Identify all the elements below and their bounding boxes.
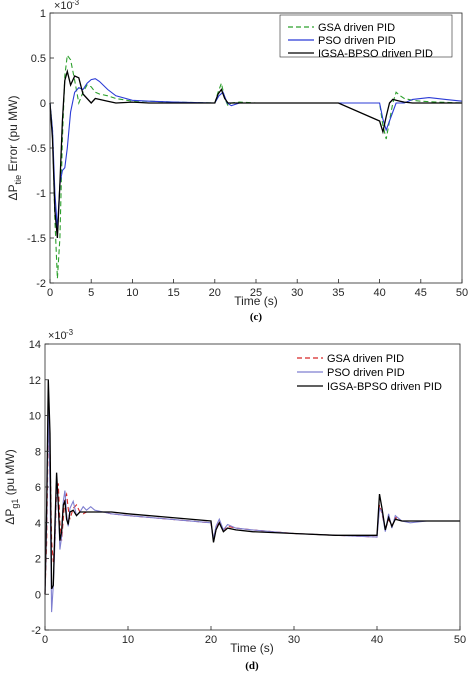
- chart-c-xtick-label-3: 15: [167, 287, 179, 299]
- chart-d-exponent-base: ×10: [48, 330, 67, 342]
- chart-d-xlabel: Time (s): [230, 641, 274, 655]
- chart-c-background: [50, 13, 462, 283]
- chart-c-xtick-label-9: 45: [415, 287, 427, 299]
- chart-d-ytick-label-5: 8: [35, 446, 41, 458]
- chart-c-xtick-label-5: 25: [250, 287, 262, 299]
- chart-d-xtick-label-4: 40: [371, 634, 383, 646]
- chart-d-xtick-label-5: 50: [454, 634, 466, 646]
- chart-c-legend-box: [279, 14, 453, 58]
- chart-c-ytick-label-0: -2: [36, 278, 46, 290]
- chart-c-ylabel-suffix: Error (pu MW): [6, 96, 20, 175]
- chart-c-xtick-label-4: 20: [209, 287, 221, 299]
- chart-c-xtick-label-1: 5: [88, 287, 94, 299]
- chart-d-ytick-label-6: 10: [29, 411, 41, 423]
- chart-c-ytick-label-2: -1: [36, 188, 46, 200]
- chart-d-series-group: [44, 379, 460, 613]
- chart-d-ytick-label-1: 0: [35, 589, 41, 601]
- chart-d-legend-label-1: PSO driven PID: [327, 367, 405, 379]
- chart-c-xtick-label-2: 10: [126, 287, 138, 299]
- chart-d-xtick-label-2: 20: [205, 634, 217, 646]
- chart-d-ylabel-suffix: (pu MW): [3, 449, 17, 498]
- chart-c-xtick-label-7: 35: [332, 287, 344, 299]
- chart-d-ytick-label-4: 6: [35, 482, 41, 494]
- chart-d-caption: (d): [245, 660, 259, 672]
- chart-d-ytick-label-0: -2: [31, 625, 41, 637]
- chart-d-series-line-2: [44, 379, 460, 595]
- chart-c-xtick-label-8: 40: [373, 287, 385, 299]
- chart-c-ytick-label-6: 1: [40, 8, 46, 20]
- chart-c-series-line-2: [49, 68, 462, 239]
- chart-d-xtick-label-0: 0: [42, 634, 48, 646]
- chart-c-legend-label-0: GSA driven PID: [318, 22, 395, 34]
- chart-d-ylabel-prefix: ΔP: [3, 509, 17, 525]
- chart-c-series-line-1: [49, 78, 463, 230]
- chart-c-exponent-base: ×10: [54, 0, 73, 12]
- chart-c-legend-label-1: PSO driven PID: [318, 35, 396, 47]
- chart-c-ytick-label-5: 0.5: [31, 53, 46, 65]
- chart-d-ytick-label-7: 12: [29, 375, 41, 387]
- chart-c-xtick-label-0: 0: [47, 287, 53, 299]
- chart-d-legend-label-2: IGSA-BPSO driven PID: [327, 381, 442, 393]
- chart-c-exponent-power: -3: [72, 0, 80, 7]
- chart-d-ytick-label-3: 4: [35, 518, 41, 530]
- chart-c-ytick-label-3: -0.5: [27, 143, 46, 155]
- chart-c-ytick-label-4: 0: [40, 98, 46, 110]
- chart-d-legend-label-0: GSA driven PID: [327, 353, 404, 365]
- chart-c-ylabel-sub: tie: [13, 175, 23, 185]
- chart-d-legend: GSA driven PID PSO driven PID IGSA-BPSO dr…: [289, 345, 442, 393]
- chart-c: 0 5 10 15 20 25 30 35 40 45 50 -2 -1.5 -1 -0.5 0 0.5 1 ×1…: [6, 0, 468, 323]
- chart-c-ticks: 0 5 10 15 20 25 30 35 40 45 50 -2 -1.5 -1 -0.5 0 0.5 1: [27, 8, 468, 299]
- chart-c-ylabel: ΔPtie Error (pu MW): [6, 96, 23, 201]
- chart-c-xlabel: Time (s): [234, 294, 278, 308]
- chart-d-xtick-label-1: 10: [122, 634, 134, 646]
- chart-c-caption: (c): [250, 311, 263, 323]
- chart-c-legend-label-2: IGSA-BPSO driven PID: [318, 48, 433, 60]
- chart-d-ylabel-sub: g1: [10, 499, 20, 509]
- chart-c-xtick-label-10: 50: [456, 287, 468, 299]
- chart-d-legend-box: [289, 345, 437, 393]
- chart-d-exponent-power: -3: [66, 328, 74, 337]
- chart-d-ytick-label-8: 14: [29, 339, 41, 351]
- chart-d-xtick-label-3: 30: [288, 634, 300, 646]
- chart-c-xtick-label-6: 30: [291, 287, 303, 299]
- chart-d-legend-entries: GSA driven PID PSO driven PID IGSA-BPSO dr…: [297, 353, 442, 393]
- chart-d-ylabel: ΔPg1 (pu MW): [3, 449, 20, 524]
- chart-c-series-group: [49, 53, 463, 279]
- chart-d-ytick-label-2: 2: [35, 554, 41, 566]
- chart-c-ylabel-prefix: ΔP: [6, 184, 20, 200]
- chart-c-ytick-label-1: -1.5: [27, 233, 46, 245]
